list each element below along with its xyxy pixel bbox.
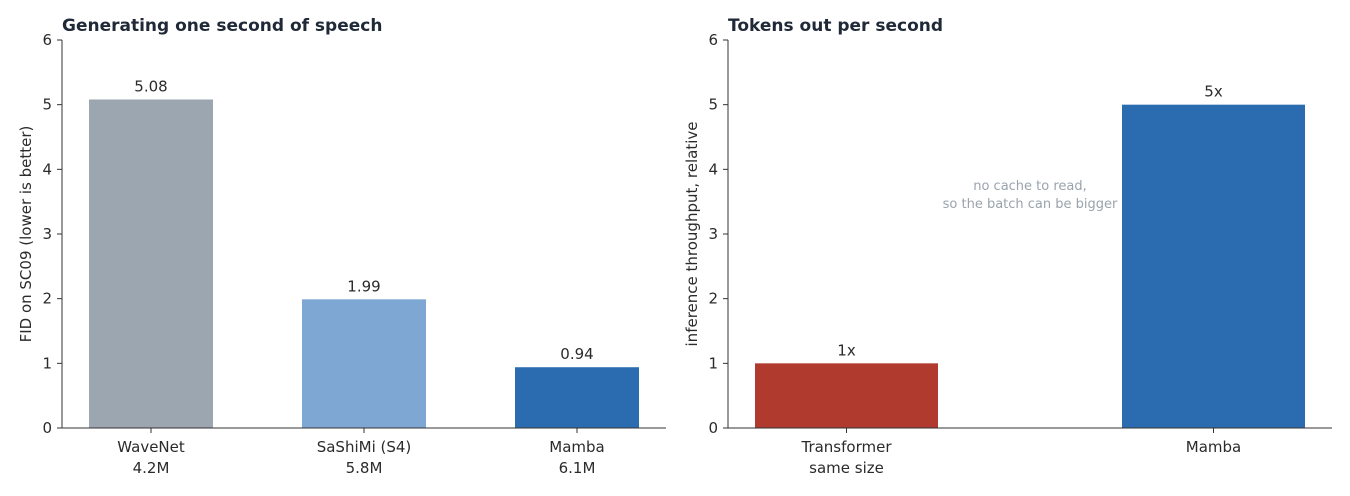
y-tick-label: 3 bbox=[42, 225, 52, 243]
x-tick-label: WaveNet bbox=[117, 438, 185, 456]
y-axis-ticks: 0 1 2 3 4 5 6 bbox=[42, 31, 62, 437]
bar bbox=[515, 367, 639, 428]
bar bbox=[1122, 104, 1305, 429]
y-tick-label: 0 bbox=[42, 419, 52, 437]
speech-fid-chart: Generating one second of speech FID on S… bbox=[17, 16, 666, 477]
x-axis-tick-labels: WaveNet 4.2M SaShiMi (S4) 5.8M Mamba 6.1M bbox=[117, 428, 605, 477]
bars bbox=[89, 99, 639, 428]
x-tick-label: 6.1M bbox=[559, 459, 596, 477]
y-tick-label: 2 bbox=[42, 290, 52, 308]
bar bbox=[302, 299, 426, 428]
x-tick-label: same size bbox=[809, 459, 884, 477]
y-tick-label: 3 bbox=[708, 225, 718, 243]
x-axis-tick-labels: Transformer same size Mamba bbox=[800, 428, 1241, 477]
bar bbox=[755, 363, 938, 428]
throughput-chart: Tokens out per second inference throughp… bbox=[683, 16, 1332, 477]
x-tick-label: SaShiMi (S4) bbox=[317, 438, 412, 456]
bar bbox=[89, 99, 213, 428]
y-axis-ticks: 0 1 2 3 4 5 6 bbox=[708, 31, 728, 437]
data-labels: 5.08 1.99 0.94 bbox=[134, 77, 593, 363]
x-tick-label: Mamba bbox=[549, 438, 604, 456]
y-axis-label: FID on SC09 (lower is better) bbox=[17, 126, 35, 343]
x-tick-label: 5.8M bbox=[346, 459, 383, 477]
y-axis-label: inference throughput, relative bbox=[683, 122, 701, 347]
x-tick-label: 4.2M bbox=[133, 459, 170, 477]
y-tick-label: 6 bbox=[708, 31, 718, 49]
data-label: 0.94 bbox=[560, 345, 593, 363]
y-tick-label: 0 bbox=[708, 419, 718, 437]
annotation-line-1: no cache to read, bbox=[973, 179, 1087, 194]
chart-title: Tokens out per second bbox=[728, 16, 943, 36]
y-tick-label: 4 bbox=[708, 160, 718, 178]
bars bbox=[755, 104, 1305, 429]
y-tick-label: 1 bbox=[42, 354, 52, 372]
x-tick-label: Mamba bbox=[1186, 438, 1241, 456]
y-tick-label: 5 bbox=[42, 96, 52, 114]
y-tick-label: 6 bbox=[42, 31, 52, 49]
data-label: 5x bbox=[1204, 83, 1223, 101]
data-labels: 1x 5x bbox=[837, 83, 1223, 360]
data-label: 5.08 bbox=[134, 77, 167, 95]
y-tick-label: 2 bbox=[708, 290, 718, 308]
chart-title: Generating one second of speech bbox=[62, 16, 382, 36]
y-tick-label: 5 bbox=[708, 96, 718, 114]
annotation-line-2: so the batch can be bigger bbox=[943, 197, 1118, 212]
y-tick-label: 4 bbox=[42, 160, 52, 178]
x-tick-label: Transformer bbox=[800, 438, 892, 456]
y-tick-label: 1 bbox=[708, 354, 718, 372]
data-label: 1x bbox=[837, 341, 856, 359]
data-label: 1.99 bbox=[347, 277, 380, 295]
